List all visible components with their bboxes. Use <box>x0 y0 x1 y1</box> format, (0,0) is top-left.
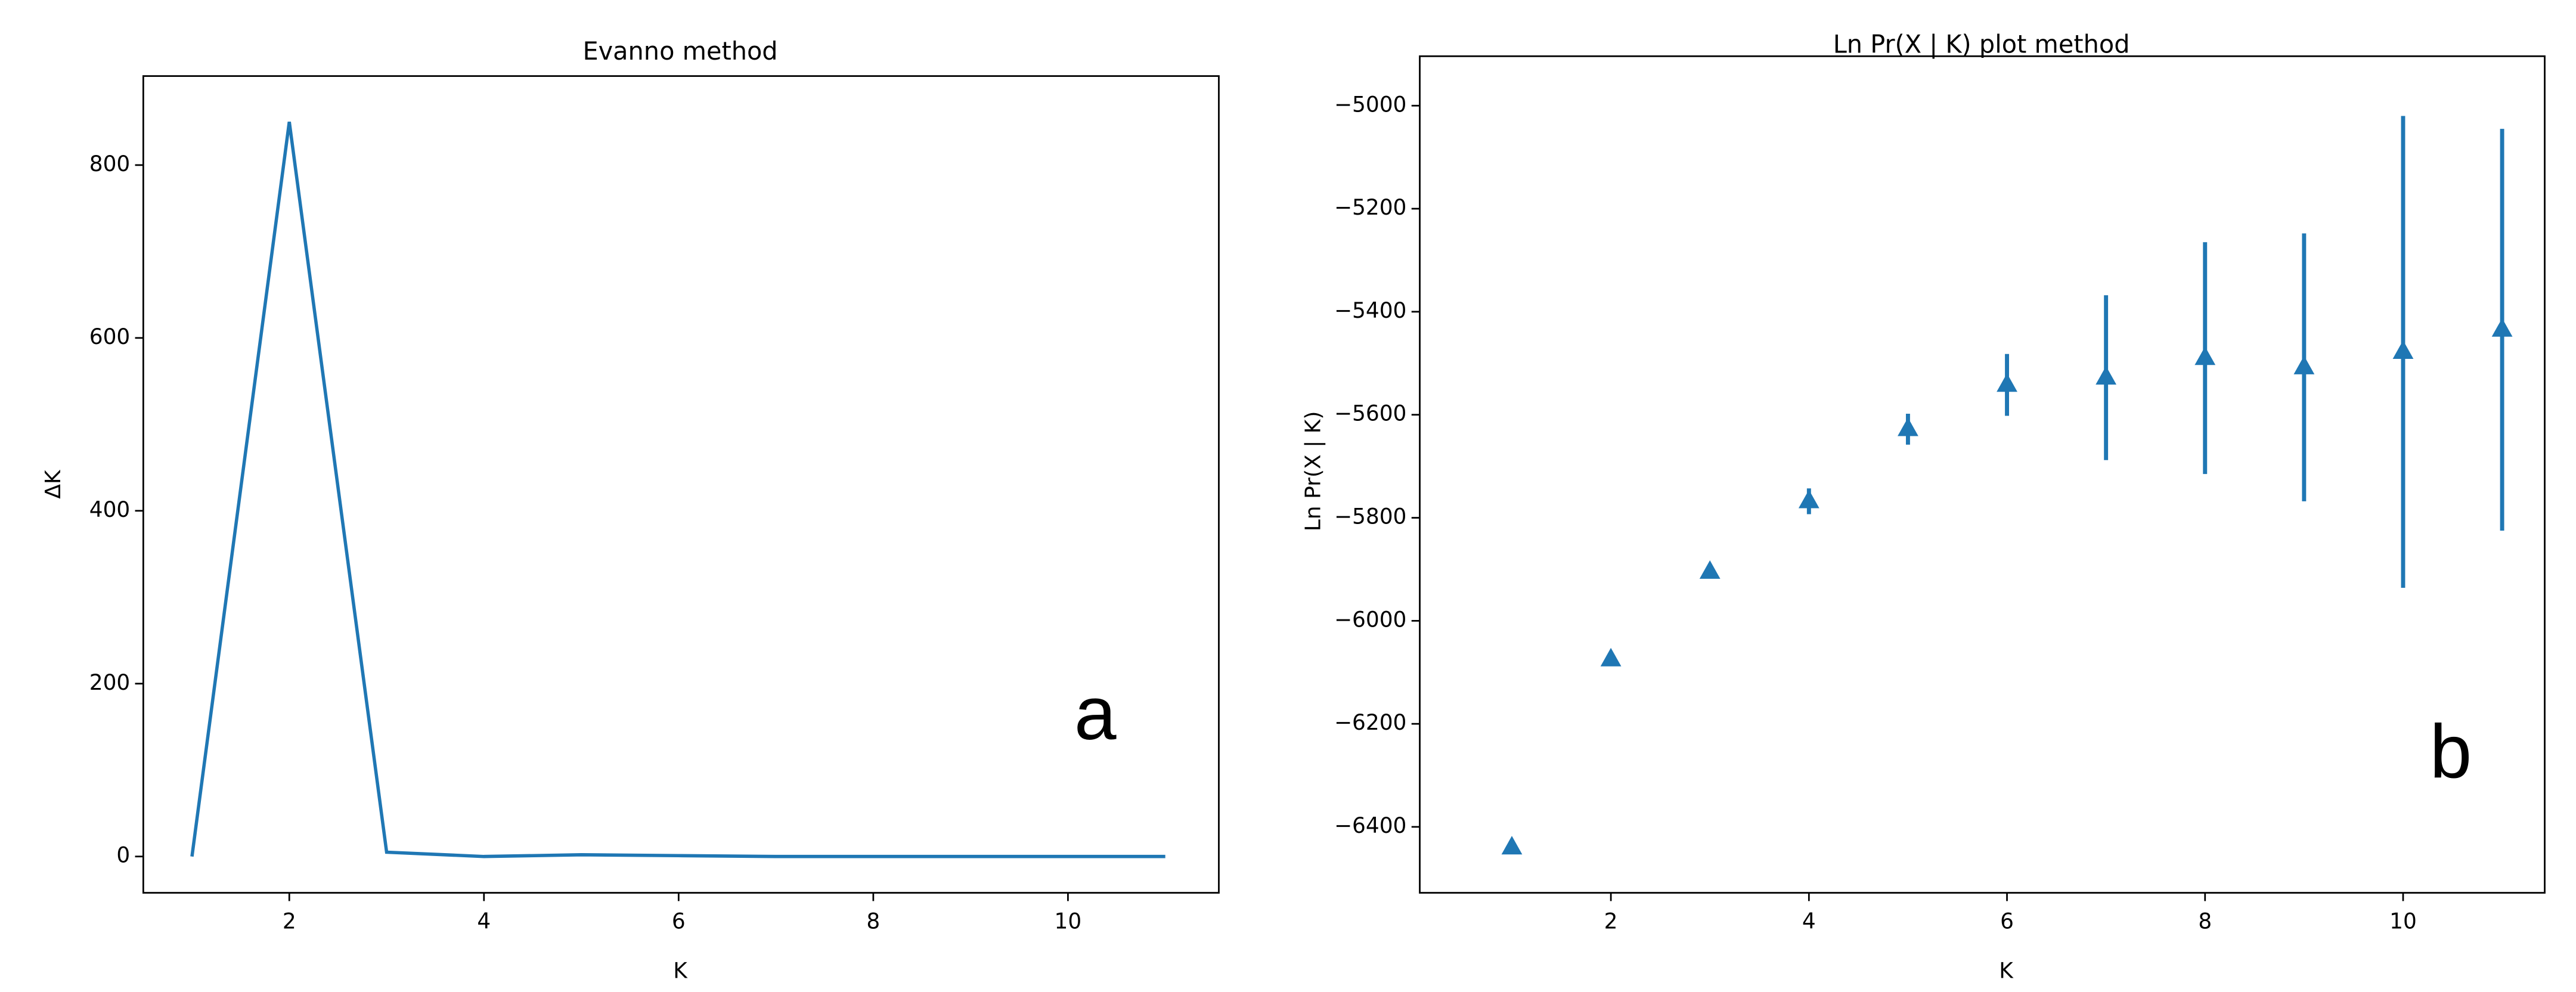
x-tick-label: 6 <box>672 909 686 934</box>
y-tick-label: −5800 <box>1334 504 1406 529</box>
y-tick-label: −5600 <box>1334 402 1406 426</box>
y-tick-label: −5000 <box>1334 92 1406 117</box>
plot-frame <box>1419 55 2546 894</box>
y-tick-label: −5200 <box>1334 196 1406 220</box>
y-tick-label: −6400 <box>1334 814 1406 838</box>
y-tick-label: 200 <box>89 671 131 695</box>
plot-frame <box>142 75 1220 894</box>
x-tick-label: 8 <box>866 909 880 934</box>
marker <box>1997 373 2017 392</box>
x-tick-label: 6 <box>2000 909 2014 934</box>
annotation: b <box>2430 709 2472 793</box>
marker <box>2095 366 2117 385</box>
marker <box>1600 647 1622 666</box>
y-tick-label: 400 <box>89 498 131 522</box>
x-axis-label: K <box>673 959 688 984</box>
marker <box>2392 340 2414 359</box>
y-tick-label: −6200 <box>1334 711 1406 735</box>
y-tick-label: −5400 <box>1334 299 1406 323</box>
marker <box>1501 836 1523 855</box>
x-tick-label: 10 <box>2389 909 2417 934</box>
x-tick-label: 8 <box>2198 909 2212 934</box>
x-tick-label: 2 <box>283 909 296 934</box>
marker <box>1798 489 1819 509</box>
y-tick-label: 600 <box>89 325 131 349</box>
marker <box>2491 318 2513 337</box>
chart-panel: Ln Pr(X | K) plot method K Ln Pr(X | K) b 2 4… <box>1301 30 2546 984</box>
x-tick-label: 4 <box>477 909 491 934</box>
y-axis-label: Ln Pr(X | K) <box>1301 411 1326 532</box>
chart-panel: Evanno method K ΔK a 2 4 6 8 10 0 200 400 600 800 <box>41 36 1220 984</box>
annotation: a <box>1074 671 1117 755</box>
marker <box>2293 355 2315 374</box>
chart-title: Ln Pr(X | K) plot method <box>1833 30 2130 59</box>
y-tick-label: 800 <box>89 152 131 176</box>
chart-title: Evanno method <box>582 36 777 66</box>
marker <box>2194 346 2216 365</box>
x-tick-label: 4 <box>1802 909 1816 934</box>
marker <box>1699 560 1721 579</box>
data-line <box>190 122 1165 858</box>
x-tick-label: 2 <box>1604 909 1618 934</box>
x-axis-label: K <box>1999 959 2014 984</box>
x-tick-label: 10 <box>1055 909 1082 934</box>
y-axis-label: ΔK <box>41 469 66 499</box>
marker <box>1898 417 1918 436</box>
y-tick-label: 0 <box>116 844 130 868</box>
y-tick-label: −6000 <box>1334 607 1406 632</box>
